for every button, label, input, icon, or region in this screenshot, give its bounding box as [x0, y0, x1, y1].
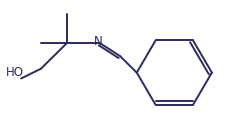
Text: N: N — [94, 35, 103, 47]
Text: HO: HO — [6, 66, 24, 78]
